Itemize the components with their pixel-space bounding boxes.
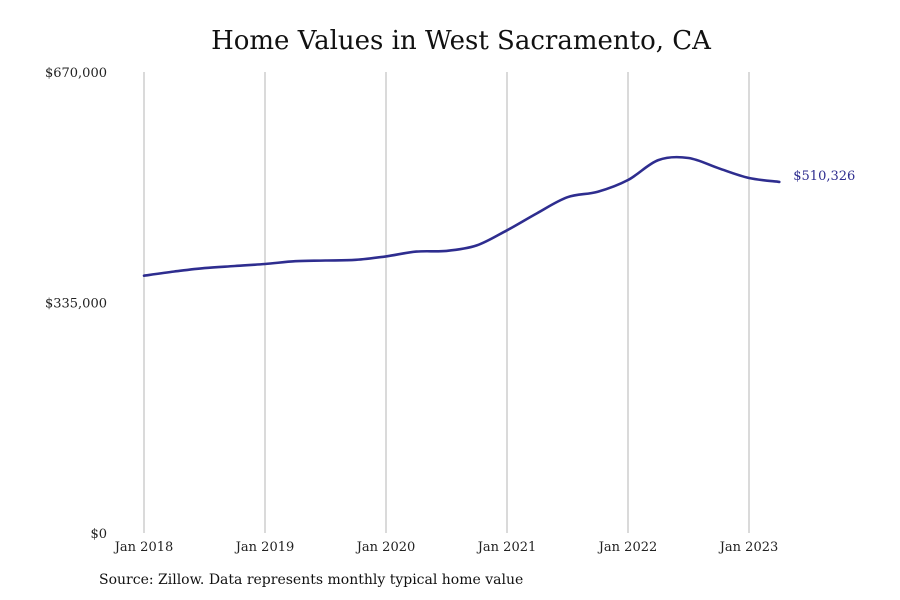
x-tick-label: Jan 2023 bbox=[718, 540, 779, 555]
series-line bbox=[142, 155, 781, 277]
y-axis-ticks: $0 $335,000 $670,000 bbox=[45, 66, 107, 542]
x-tick-label: Jan 2018 bbox=[113, 540, 174, 555]
y-tick-label: $670,000 bbox=[45, 66, 107, 81]
x-tick-label: Jan 2021 bbox=[476, 540, 537, 555]
source-note: Source: Zillow. Data represents monthly … bbox=[99, 572, 524, 588]
x-axis-ticks: Jan 2018 Jan 2019 Jan 2020 Jan 2021 Jan 2022… bbox=[113, 540, 779, 555]
y-tick-label: $0 bbox=[90, 527, 107, 542]
series-layer: $510,326 bbox=[142, 155, 855, 277]
grid-lines bbox=[143, 72, 750, 533]
y-tick-label: $335,000 bbox=[45, 297, 107, 312]
end-value-label: $510,326 bbox=[793, 169, 855, 184]
x-tick-label: Jan 2019 bbox=[234, 540, 295, 555]
x-tick-label: Jan 2020 bbox=[355, 540, 416, 555]
chart-title: Home Values in West Sacramento, CA bbox=[211, 26, 711, 56]
x-tick-label: Jan 2022 bbox=[597, 540, 658, 555]
